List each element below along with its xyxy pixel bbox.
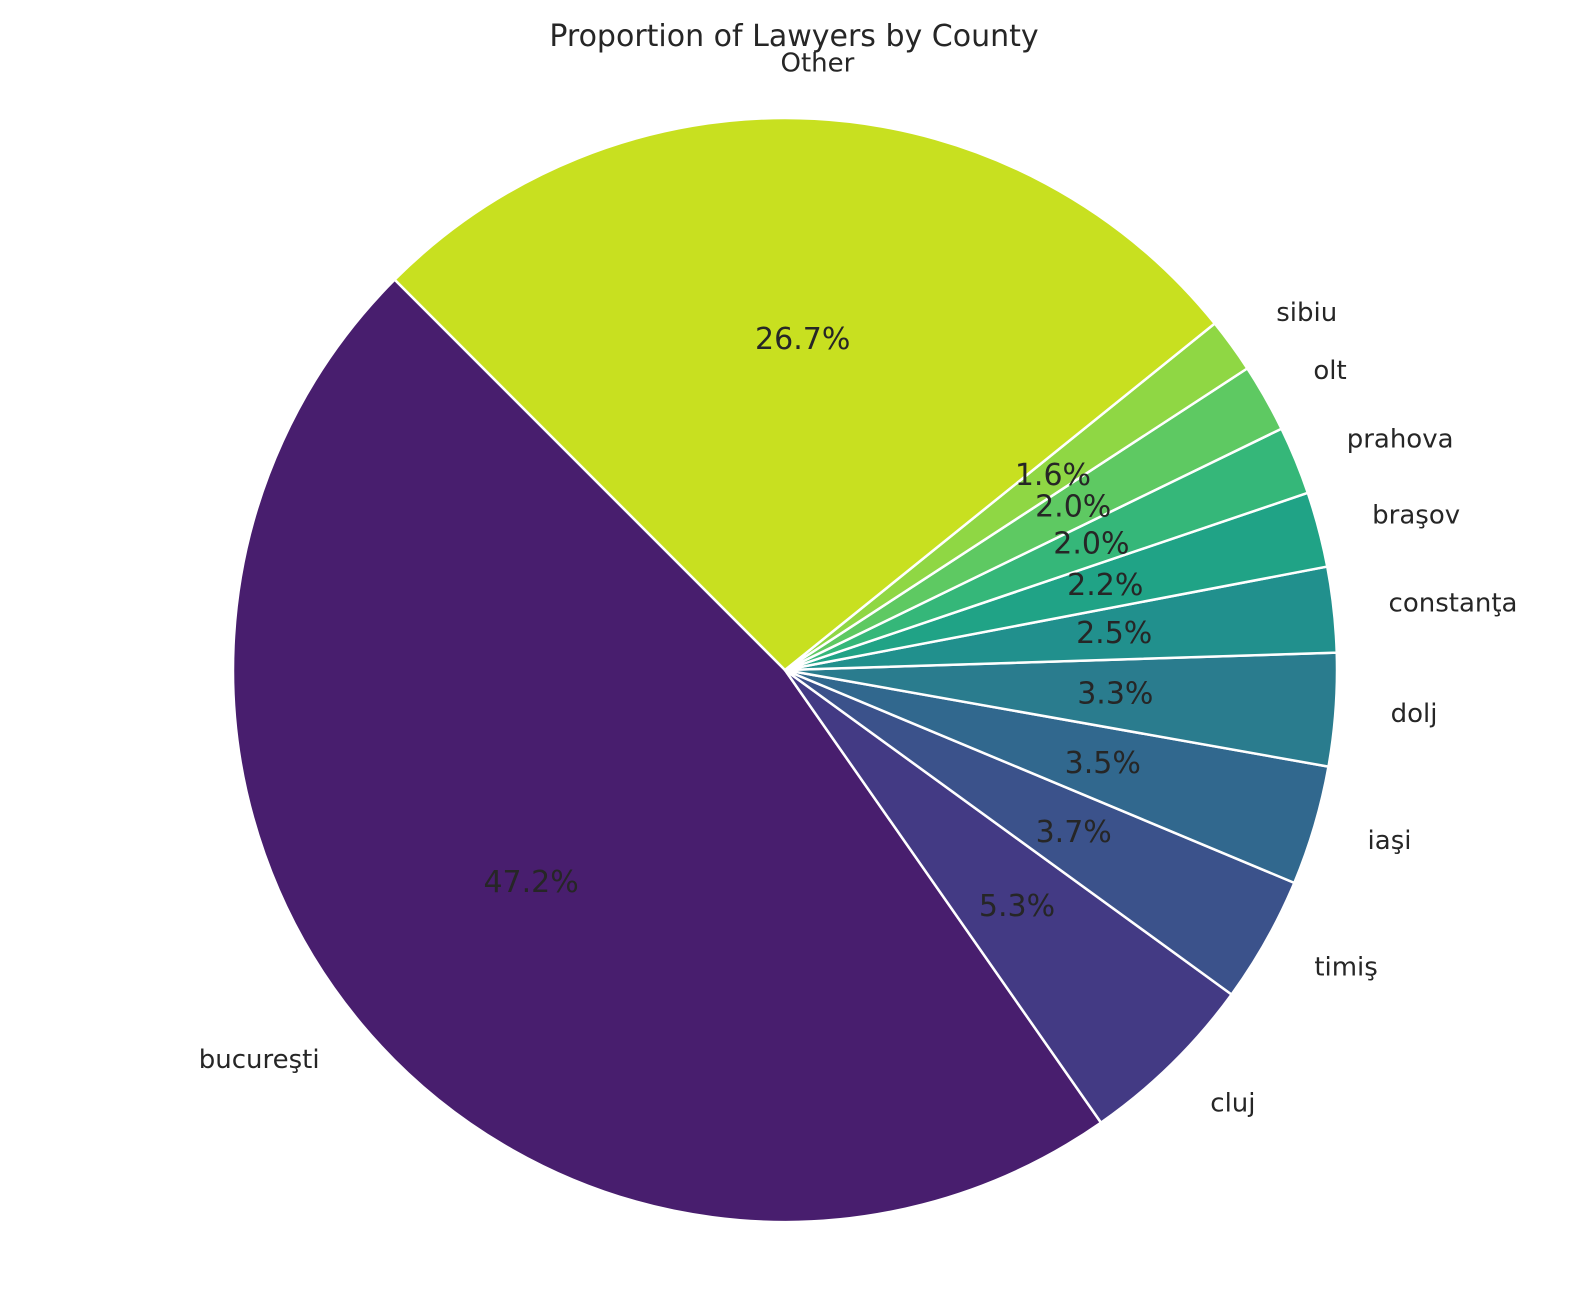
slice-label-bucuresti: bucureşti [199, 1045, 320, 1075]
slice-labels: bucureşti cluj timiş iaşi dolj constanţa braşo… [199, 49, 1518, 1119]
percent-label-sibiu: 1.6% [1015, 458, 1091, 493]
percent-label-timis: 3.7% [1036, 815, 1112, 850]
percent-label-constanta: 2.5% [1076, 616, 1152, 651]
pie-slice-cluj [783, 668, 1233, 1124]
percent-label-brasov: 2.2% [1067, 568, 1143, 603]
slice-label-timis: timiş [1314, 953, 1378, 983]
slice-label-prahova: prahova [1347, 424, 1454, 454]
percent-labels: 47.2%5.3%3.7%3.5%3.3%2.5%2.2%2.0%2.0%1.6… [483, 322, 1153, 924]
percent-label-other: 26.7% [755, 322, 850, 357]
percent-label-iasi: 3.5% [1065, 746, 1141, 781]
percent-label-cluj: 5.3% [979, 889, 1055, 924]
slice-label-other: Other [780, 49, 854, 79]
slice-label-sibiu: sibiu [1276, 298, 1337, 328]
percent-label-bucuresti: 47.2% [483, 865, 578, 900]
slice-label-iasi: iaşi [1368, 826, 1412, 856]
pie-slice-other [393, 116, 1216, 672]
pie-slices [231, 116, 1339, 1224]
percent-label-dolj: 3.3% [1077, 676, 1153, 711]
slice-label-olt: olt [1313, 356, 1346, 386]
slice-label-constanta: constanţa [1389, 588, 1518, 618]
pie-slice-bucuresti [231, 278, 1103, 1224]
percent-label-olt: 2.0% [1035, 489, 1111, 524]
chart-title: Proportion of Lawyers by County [549, 19, 1038, 54]
slice-label-cluj: cluj [1210, 1088, 1255, 1118]
slice-label-brasov: braşov [1372, 500, 1460, 530]
percent-label-prahova: 2.0% [1053, 527, 1129, 562]
slice-label-dolj: dolj [1391, 699, 1438, 729]
